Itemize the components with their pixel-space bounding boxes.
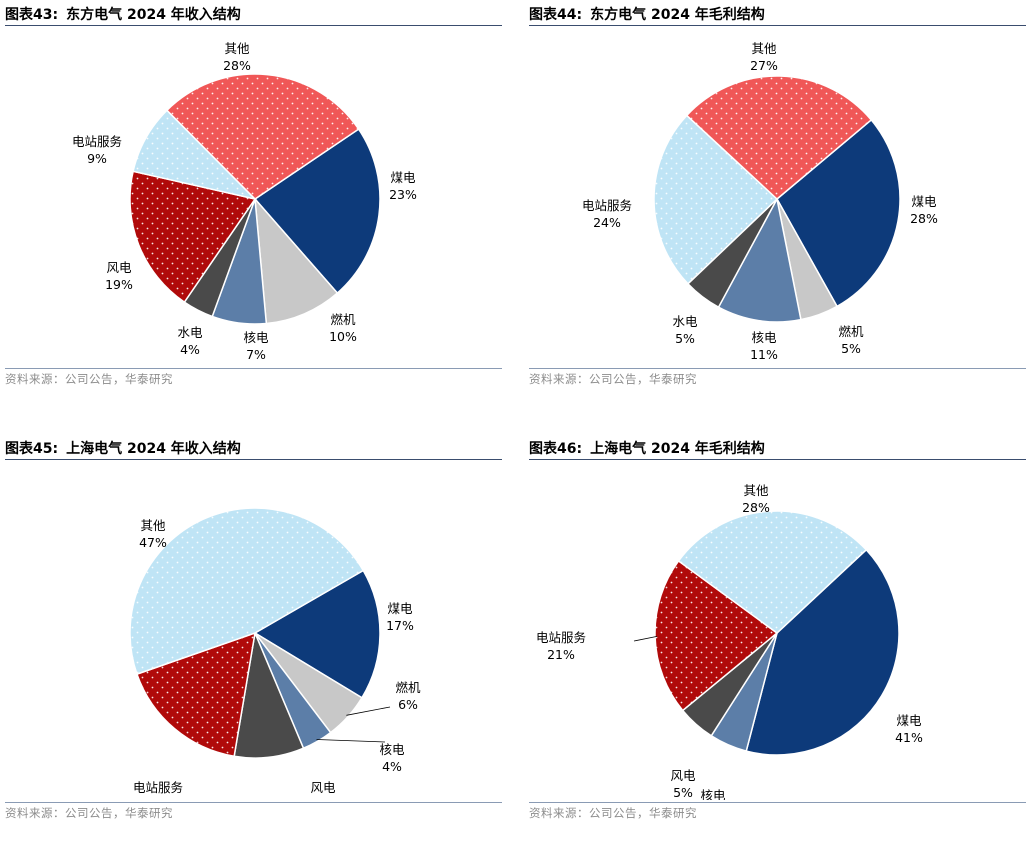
pie-slice-texture — [654, 115, 777, 284]
slice-label-name: 煤电 — [911, 194, 937, 209]
leader-line — [346, 706, 391, 716]
chart-panel-45: 图表45: 上海电气 2024 年收入结构 煤电 17% 燃机 6% 核电 4% 风电 9% 电站… — [5, 438, 502, 852]
pie-chart: 煤电 23% 燃机 10% 核电 7% 水电 4% 风电 19% 电站服务 9% 其他 28% — [72, 41, 417, 362]
pie-slice-texture — [678, 511, 867, 633]
chart-panel-44: 图表44: 东方电气 2024 年毛利结构 煤电 28% 燃机 5% 核电 11% 水电 5% 电… — [529, 4, 1026, 418]
source-note: 资料来源：公司公告，华泰研究 — [5, 368, 502, 387]
slice-label-value: 4% — [382, 759, 402, 774]
pie-slice-texture — [129, 507, 364, 675]
slice-label-name: 其他 — [743, 483, 769, 498]
figure-number: 图表44: — [529, 7, 583, 23]
slice-label-value: 41% — [895, 730, 923, 745]
source-note: 资料来源：公司公告，华泰研究 — [529, 368, 1026, 387]
slice-label-value: 17% — [386, 618, 414, 633]
slice-label-name: 燃机 — [838, 324, 864, 339]
pie-slices — [653, 75, 901, 323]
slice-label-value: 5% — [673, 785, 693, 800]
pie-chart: 煤电 28% 燃机 5% 核电 11% 水电 5% 电站服务 24% 其他 27% — [582, 41, 938, 362]
slice-label-value: 28% — [223, 58, 251, 73]
slice-label-value: 21% — [547, 647, 575, 662]
slice-label-name: 水电 — [177, 325, 203, 340]
pie-slice-texture — [686, 76, 872, 199]
pie-slice-nuclear — [717, 196, 802, 323]
slice-label-name: 燃机 — [330, 312, 356, 327]
pie-slice-coal — [745, 548, 900, 756]
pie-slice-gas — [254, 196, 339, 325]
slice-label-name: 风电 — [670, 768, 696, 783]
slice-label-name: 煤电 — [387, 601, 413, 616]
source-note: 资料来源：公司公告，华泰研究 — [529, 802, 1026, 821]
slice-label-name: 其他 — [751, 41, 777, 56]
slice-label-value: 5% — [675, 331, 695, 346]
slice-label-name: 电站服务 — [72, 134, 122, 149]
pie-slice-texture — [136, 633, 255, 757]
slice-label-value: 5% — [841, 341, 861, 356]
pie-slice-texture — [166, 74, 359, 199]
pie-slices — [129, 507, 381, 759]
pie-slice-texture — [133, 110, 255, 199]
slice-label-value: 10% — [329, 329, 357, 344]
slice-label-name: 电站服务 — [536, 630, 586, 645]
pie-slices — [129, 73, 381, 325]
pie-slice-coal — [776, 118, 901, 308]
chart-panel-43: 图表43: 东方电气 2024 年收入结构 煤电 23% 燃机 10% 核电 7% 水电 4% 风… — [5, 4, 502, 418]
slice-label-name: 电站服务 — [133, 780, 183, 795]
slice-label-value: 11% — [750, 347, 778, 362]
figure-number: 图表43: — [5, 7, 59, 23]
source-note: 资料来源：公司公告，华泰研究 — [5, 802, 502, 821]
slice-label-value: 47% — [139, 535, 167, 550]
slice-label-name: 电站服务 — [582, 198, 632, 213]
figure-title: 上海电气 2024 年毛利结构 — [590, 441, 765, 457]
panel-title: 图表44: 东方电气 2024 年毛利结构 — [529, 4, 1026, 26]
slice-label-value: 27% — [750, 58, 778, 73]
slice-label-value: 28% — [910, 211, 938, 226]
pie-slices — [654, 510, 900, 756]
slice-label-value: 7% — [246, 347, 266, 362]
pie-slice-coal — [253, 128, 381, 295]
figure-number: 图表46: — [529, 441, 583, 457]
slice-label-value: 24% — [593, 215, 621, 230]
pie-slice-texture — [655, 560, 777, 711]
slice-label-value: 19% — [105, 277, 133, 292]
slice-label-name: 核电 — [379, 742, 405, 757]
slice-label-value: 6% — [398, 697, 418, 712]
figure-title: 东方电气 2024 年收入结构 — [66, 7, 241, 23]
slice-label-value: 28% — [742, 500, 770, 515]
slice-label-name: 风电 — [106, 260, 132, 275]
slice-label-value: 9% — [87, 151, 107, 166]
figure-title: 东方电气 2024 年毛利结构 — [590, 7, 765, 23]
leader-line — [316, 739, 386, 743]
slice-label-value: 4% — [180, 342, 200, 357]
slice-label-name: 煤电 — [390, 170, 416, 185]
panel-title: 图表43: 东方电气 2024 年收入结构 — [5, 4, 502, 26]
slice-label-name: 核电 — [700, 788, 726, 800]
slice-label-name: 核电 — [243, 330, 269, 345]
chart-panel-46: 图表46:上海电气 2024 年毛利结构 煤电41%核电5%风电5%电站服务21… — [529, 438, 1026, 852]
slice-label-name: 水电 — [672, 314, 698, 329]
panel-title: 图表45: 上海电气 2024 年收入结构 — [5, 438, 502, 460]
leader-line — [633, 635, 658, 642]
slice-label-name: 其他 — [224, 41, 250, 56]
slice-label-name: 其他 — [140, 518, 166, 533]
slice-label-value: 17% — [144, 797, 172, 800]
slice-label-name: 煤电 — [896, 713, 922, 728]
slice-label-value: 9% — [313, 797, 333, 800]
panel-title: 图表46: 上海电气 2024 年毛利结构 — [529, 438, 1026, 460]
pie-slice-texture — [130, 171, 255, 303]
slice-label-name: 核电 — [751, 330, 777, 345]
figure-number: 图表45: — [5, 441, 59, 457]
pie-chart: 煤电 17% 燃机 6% 核电 4% 风电 9% 电站服务 17% 其他 47% — [129, 507, 421, 800]
slice-label-name: 风电 — [310, 780, 336, 795]
pie-slice-coal — [253, 569, 381, 699]
figure-title: 上海电气 2024 年收入结构 — [66, 441, 241, 457]
slice-label-value: 23% — [389, 187, 417, 202]
slice-label-name: 燃机 — [395, 680, 421, 695]
